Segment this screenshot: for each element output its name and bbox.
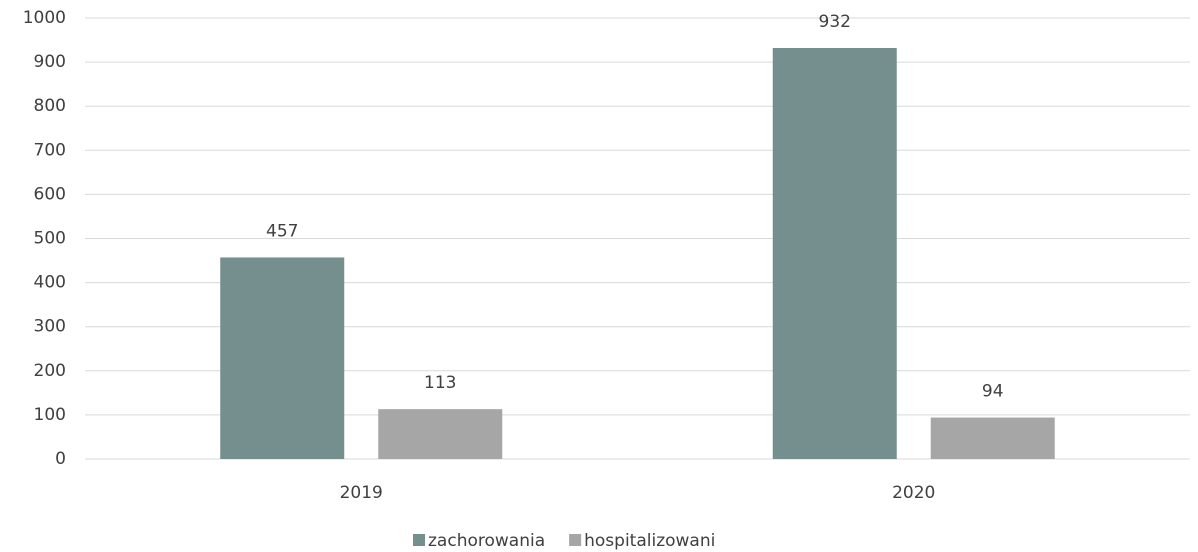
- x-tick-label: 2019: [340, 483, 383, 503]
- y-tick-label: 300: [34, 317, 66, 337]
- data-label: 932: [819, 12, 851, 32]
- legend-swatch: [569, 534, 582, 546]
- y-tick-label: 700: [34, 140, 66, 160]
- bar: [220, 257, 345, 459]
- y-tick-label: 600: [34, 184, 66, 204]
- data-label: 457: [266, 221, 298, 241]
- y-tick-label: 0: [55, 449, 66, 469]
- y-tick-label: 200: [34, 361, 66, 381]
- bar: [930, 417, 1055, 459]
- y-tick-label: 800: [34, 96, 66, 116]
- legend-label: zachorowania: [428, 531, 545, 551]
- y-tick-label: 1000: [23, 8, 66, 28]
- x-tick-label: 2020: [892, 483, 935, 503]
- legend-label: hospitalizowani: [584, 531, 715, 551]
- data-label: 94: [982, 382, 1004, 402]
- data-label: 113: [424, 373, 456, 393]
- legend-swatch: [413, 534, 425, 546]
- bar: [772, 47, 897, 459]
- y-tick-label: 900: [34, 52, 66, 72]
- bar: [378, 409, 503, 459]
- y-tick-label: 500: [34, 229, 66, 249]
- y-tick-label: 100: [34, 405, 66, 425]
- y-tick-label: 400: [34, 273, 66, 293]
